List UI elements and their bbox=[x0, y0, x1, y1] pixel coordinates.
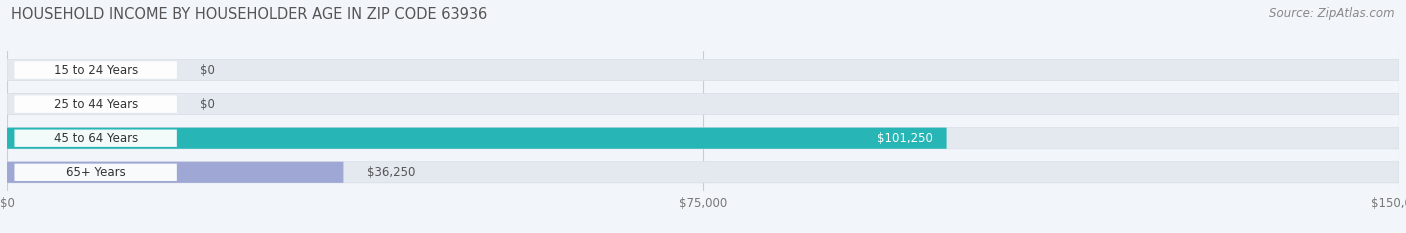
Text: $101,250: $101,250 bbox=[877, 132, 932, 145]
FancyBboxPatch shape bbox=[14, 164, 177, 181]
FancyBboxPatch shape bbox=[14, 61, 177, 79]
FancyBboxPatch shape bbox=[7, 128, 946, 149]
Text: $0: $0 bbox=[200, 98, 215, 111]
Text: Source: ZipAtlas.com: Source: ZipAtlas.com bbox=[1270, 7, 1395, 20]
FancyBboxPatch shape bbox=[14, 96, 177, 113]
FancyBboxPatch shape bbox=[7, 162, 1399, 183]
FancyBboxPatch shape bbox=[14, 130, 177, 147]
FancyBboxPatch shape bbox=[7, 59, 1399, 81]
FancyBboxPatch shape bbox=[7, 128, 1399, 149]
FancyBboxPatch shape bbox=[7, 93, 1399, 115]
Text: $36,250: $36,250 bbox=[367, 166, 415, 179]
FancyBboxPatch shape bbox=[7, 162, 343, 183]
Text: $0: $0 bbox=[200, 64, 215, 76]
Text: 65+ Years: 65+ Years bbox=[66, 166, 125, 179]
Text: 25 to 44 Years: 25 to 44 Years bbox=[53, 98, 138, 111]
Text: 15 to 24 Years: 15 to 24 Years bbox=[53, 64, 138, 76]
Text: 45 to 64 Years: 45 to 64 Years bbox=[53, 132, 138, 145]
Text: HOUSEHOLD INCOME BY HOUSEHOLDER AGE IN ZIP CODE 63936: HOUSEHOLD INCOME BY HOUSEHOLDER AGE IN Z… bbox=[11, 7, 488, 22]
